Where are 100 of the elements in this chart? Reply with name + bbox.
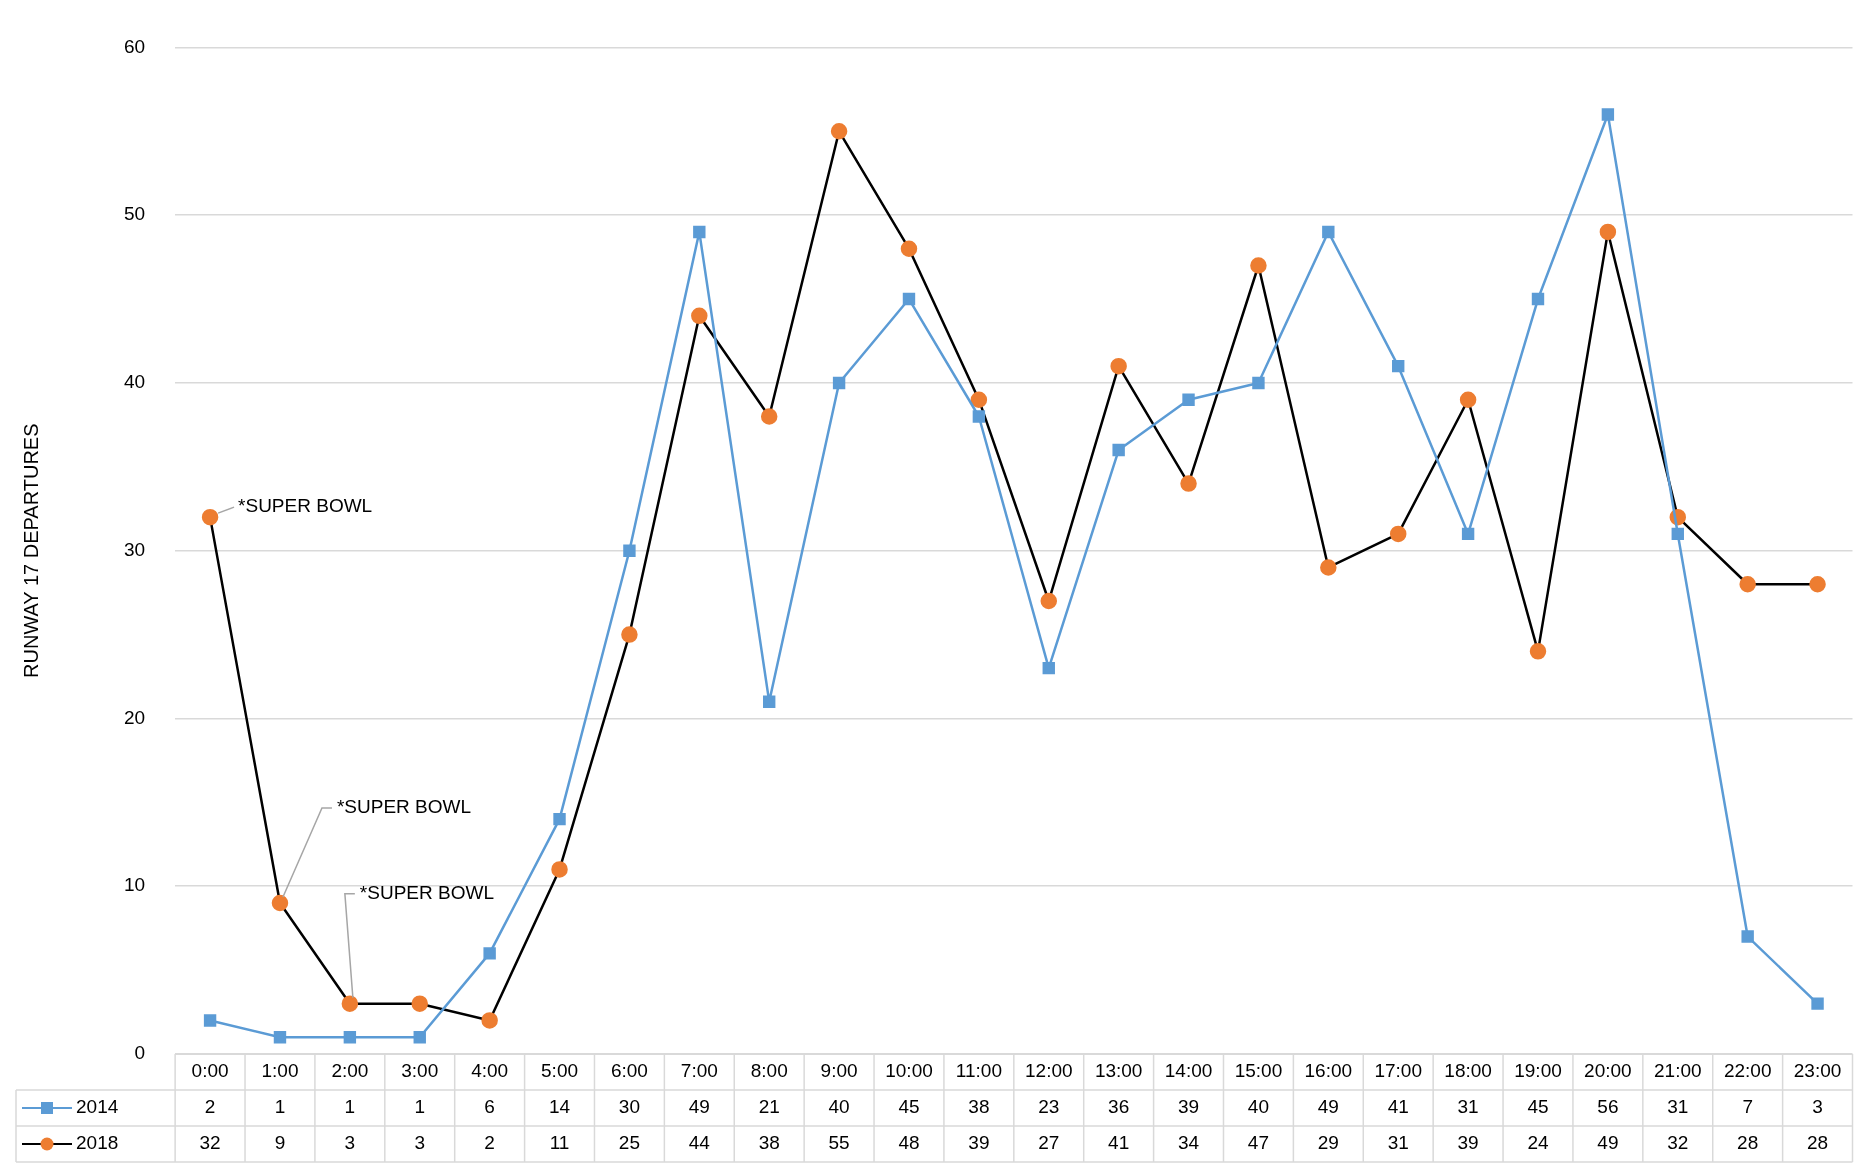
data-label: 49 xyxy=(688,1096,710,1118)
point xyxy=(1811,997,1824,1010)
point xyxy=(691,307,708,325)
data-label: 49 xyxy=(1597,1132,1619,1154)
point xyxy=(830,123,848,140)
x-tick-label: 7:00 xyxy=(680,1060,718,1082)
point xyxy=(832,376,846,390)
point xyxy=(970,391,988,408)
data-label: 38 xyxy=(758,1132,780,1154)
point xyxy=(201,508,219,526)
legend-label: 2018 xyxy=(76,1132,119,1154)
point xyxy=(1180,475,1197,492)
point xyxy=(203,1014,217,1027)
point xyxy=(1392,359,1405,373)
data-label: 14 xyxy=(548,1096,571,1118)
x-tick-label: 6:00 xyxy=(610,1060,648,1082)
data-label: 55 xyxy=(828,1132,850,1154)
point xyxy=(1459,391,1477,408)
x-tick-label: 5:00 xyxy=(541,1060,579,1082)
point xyxy=(1741,930,1754,943)
x-tick-label: 18:00 xyxy=(1444,1060,1492,1082)
data-label: 1 xyxy=(344,1096,356,1118)
x-tick-label: 23:00 xyxy=(1793,1060,1842,1082)
point xyxy=(343,1031,357,1044)
y-tick-label: 0 xyxy=(134,1042,146,1064)
x-tick-label: 8:00 xyxy=(750,1060,788,1082)
data-label: 24 xyxy=(1527,1132,1549,1154)
point xyxy=(1252,376,1265,390)
data-label: 31 xyxy=(1387,1132,1409,1154)
data-label: 49 xyxy=(1317,1096,1339,1118)
data-label: 21 xyxy=(758,1096,780,1118)
point xyxy=(273,1031,287,1044)
point xyxy=(553,812,566,826)
point xyxy=(1739,576,1756,593)
data-label: 36 xyxy=(1108,1096,1130,1118)
data-label: 47 xyxy=(1247,1132,1269,1154)
data-label: 25 xyxy=(618,1132,640,1154)
data-label: 9 xyxy=(274,1132,286,1154)
x-tick-label: 10:00 xyxy=(885,1060,933,1082)
data-label: 2 xyxy=(204,1096,216,1118)
point xyxy=(551,861,568,878)
x-tick-label: 12:00 xyxy=(1024,1060,1073,1082)
x-tick-label: 9:00 xyxy=(820,1060,858,1082)
legend-label: 2014 xyxy=(76,1096,119,1118)
data-label: 23 xyxy=(1038,1096,1060,1118)
y-tick-label: 60 xyxy=(123,35,146,57)
x-tick-label: 14:00 xyxy=(1164,1060,1213,1082)
x-tick-label: 22:00 xyxy=(1723,1060,1772,1082)
data-label: 1 xyxy=(274,1096,286,1118)
x-tick-label: 3:00 xyxy=(401,1060,439,1082)
point xyxy=(481,1012,498,1029)
point xyxy=(1531,292,1545,306)
x-tick-label: 4:00 xyxy=(471,1060,509,1082)
point xyxy=(413,1031,426,1044)
data-label: 39 xyxy=(1177,1096,1200,1118)
point xyxy=(1040,592,1058,610)
x-tick-label: 0:00 xyxy=(191,1060,229,1082)
data-label: 2 xyxy=(484,1132,495,1154)
data-label: 39 xyxy=(1457,1132,1479,1154)
annotation: *SUPER BOWL xyxy=(336,796,472,818)
data-label: 31 xyxy=(1457,1096,1479,1118)
data-label: 1 xyxy=(414,1096,426,1118)
point xyxy=(1599,223,1617,241)
data-label: 41 xyxy=(1387,1096,1409,1118)
data-label: 11 xyxy=(549,1132,570,1154)
point xyxy=(623,544,636,557)
x-tick-label: 20:00 xyxy=(1584,1060,1632,1082)
x-tick-label: 19:00 xyxy=(1514,1060,1562,1082)
point xyxy=(1601,108,1615,121)
point xyxy=(1250,257,1267,274)
point xyxy=(1671,527,1684,541)
point xyxy=(1110,357,1127,375)
data-label: 32 xyxy=(1667,1132,1689,1154)
point xyxy=(763,695,776,708)
y-tick-label: 40 xyxy=(123,371,146,393)
x-tick-label: 13:00 xyxy=(1094,1060,1143,1082)
x-tick-label: 2:00 xyxy=(331,1060,369,1082)
point xyxy=(1182,393,1195,406)
data-label: 40 xyxy=(1247,1096,1269,1118)
data-label: 27 xyxy=(1038,1132,1060,1154)
y-tick-label: 10 xyxy=(123,874,146,896)
data-label: 38 xyxy=(968,1096,990,1118)
x-tick-label: 11:00 xyxy=(955,1060,1002,1082)
point xyxy=(411,995,428,1012)
x-tick-label: 21:00 xyxy=(1654,1060,1702,1082)
point xyxy=(1809,576,1826,593)
data-label: 3 xyxy=(414,1132,426,1154)
point xyxy=(760,408,778,425)
data-label: 3 xyxy=(344,1132,356,1154)
point xyxy=(1112,443,1125,457)
data-label: 29 xyxy=(1317,1132,1339,1154)
data-label: 41 xyxy=(1108,1132,1130,1154)
data-label: 28 xyxy=(1737,1132,1759,1154)
data-label: 32 xyxy=(199,1132,221,1154)
data-label: 40 xyxy=(828,1096,850,1118)
x-tick-label: 1:00 xyxy=(261,1060,299,1082)
data-label: 34 xyxy=(1177,1132,1200,1154)
point xyxy=(1529,643,1547,660)
data-label: 31 xyxy=(1667,1096,1689,1118)
y-tick-label: 20 xyxy=(123,706,146,728)
